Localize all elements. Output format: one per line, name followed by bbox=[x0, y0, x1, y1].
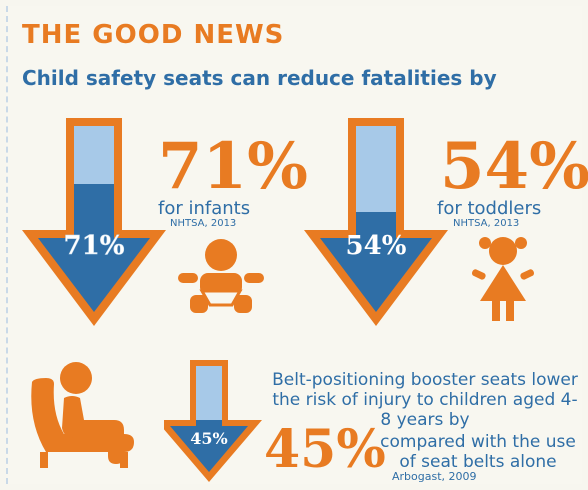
booster-comparison: compared with the use of seat belts alon… bbox=[380, 432, 576, 472]
toddler-icon bbox=[471, 237, 535, 321]
infants-arrow-label: 71% bbox=[64, 231, 125, 261]
toddlers-arrow-graphic: 54% bbox=[304, 118, 448, 326]
toddlers-caption: for toddlers bbox=[437, 198, 542, 219]
infants-caption: for infants bbox=[158, 198, 251, 219]
page-subtitle: Child safety seats can reduce fatalities… bbox=[22, 66, 497, 90]
infants-percent: 71% bbox=[158, 129, 308, 204]
seated-person-icon bbox=[31, 362, 134, 468]
page-title: THE GOOD NEWS bbox=[22, 20, 285, 50]
booster-arrow-label: 45% bbox=[190, 429, 227, 448]
toddlers-percent: 54% bbox=[440, 129, 588, 204]
infant-icon bbox=[178, 239, 264, 313]
booster-source: Arbogast, 2009 bbox=[392, 470, 477, 483]
booster-arrow-graphic: 45% bbox=[164, 360, 262, 482]
booster-percent: 45% bbox=[264, 419, 386, 480]
infants-arrow-graphic: 71% bbox=[22, 118, 166, 326]
toddlers-arrow-label: 54% bbox=[346, 231, 407, 261]
infants-source: NHTSA, 2013 bbox=[170, 218, 237, 229]
toddlers-source: NHTSA, 2013 bbox=[453, 218, 520, 229]
booster-description: Belt-positioning booster seats lower the… bbox=[272, 370, 578, 430]
